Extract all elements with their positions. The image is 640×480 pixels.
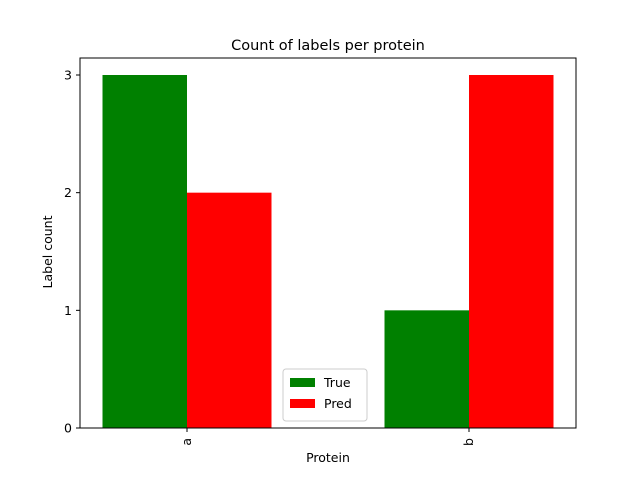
bars-group [102, 75, 554, 428]
y-tick-label: 1 [64, 303, 72, 318]
y-axis-label: Label count [40, 215, 55, 288]
bar-true-a [102, 75, 187, 428]
legend-swatch-true [290, 378, 315, 387]
legend-label-pred: Pred [324, 396, 352, 411]
x-tick-label: b [461, 438, 476, 446]
y-tick-label: 2 [64, 185, 72, 200]
y-tick-label: 3 [64, 68, 72, 83]
plot-frame [79, 57, 577, 429]
axes-group: 0 1 2 3 a b [64, 57, 577, 446]
legend: True Pred [282, 368, 368, 422]
chart-title: Count of labels per protein [231, 38, 425, 54]
x-tick-label: a [179, 438, 194, 446]
bar-pred-b [469, 75, 554, 428]
legend-swatch-pred [290, 399, 315, 408]
bar-pred-a [187, 192, 272, 428]
bar-true-b [384, 310, 469, 428]
x-axis-label: Protein [306, 450, 350, 465]
y-tick-label: 0 [64, 421, 72, 436]
legend-label-true: True [323, 375, 351, 390]
